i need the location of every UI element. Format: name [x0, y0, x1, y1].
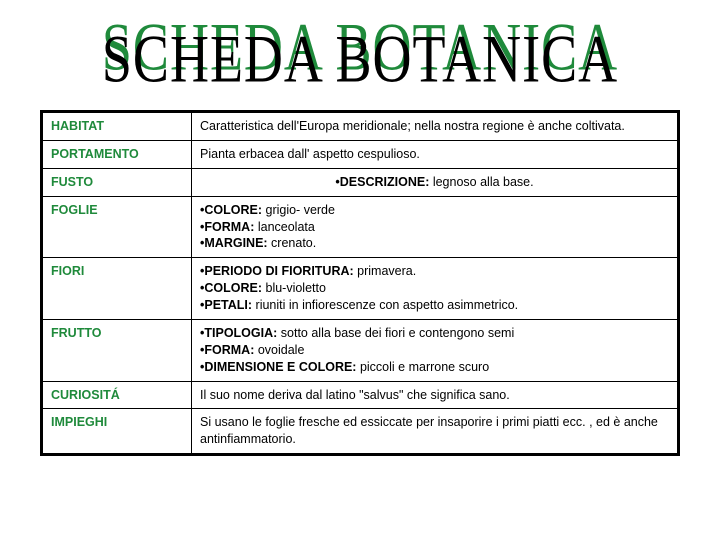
value-foglie: •COLORE: grigio- verde •FORMA: lanceolat… [192, 196, 679, 258]
foglie-colore-key: •COLORE: [200, 203, 262, 217]
row-foglie: FOGLIE •COLORE: grigio- verde •FORMA: la… [42, 196, 679, 258]
fusto-descrizione-val: legnoso alla base. [429, 175, 533, 189]
frutto-forma-val: ovoidale [254, 343, 304, 357]
label-frutto: FRUTTO [42, 319, 192, 381]
botanical-table: HABITAT Caratteristica dell'Europa merid… [40, 110, 680, 456]
label-habitat: HABITAT [42, 112, 192, 141]
value-curiosita: Il suo nome deriva dal latino "salvus" c… [192, 381, 679, 409]
value-fusto: •DESCRIZIONE: legnoso alla base. [192, 168, 679, 196]
row-frutto: FRUTTO •TIPOLOGIA: sotto alla base dei f… [42, 319, 679, 381]
page-title: SCHEDA BOTANICA [102, 20, 618, 98]
fusto-descrizione-key: •DESCRIZIONE: [335, 175, 429, 189]
row-curiosita: CURIOSITÁ Il suo nome deriva dal latino … [42, 381, 679, 409]
label-portamento: PORTAMENTO [42, 140, 192, 168]
foglie-margine-val: crenato. [268, 236, 317, 250]
botanical-table-wrap: HABITAT Caratteristica dell'Europa merid… [0, 110, 720, 466]
frutto-forma-key: •FORMA: [200, 343, 254, 357]
frutto-tipologia-val: sotto alla base dei fiori e contengono s… [277, 326, 514, 340]
label-fusto: FUSTO [42, 168, 192, 196]
fiori-periodo-val: primavera. [354, 264, 417, 278]
label-foglie: FOGLIE [42, 196, 192, 258]
value-portamento: Pianta erbacea dall' aspetto cespulioso. [192, 140, 679, 168]
value-frutto: •TIPOLOGIA: sotto alla base dei fiori e … [192, 319, 679, 381]
row-habitat: HABITAT Caratteristica dell'Europa merid… [42, 112, 679, 141]
foglie-forma-val: lanceolata [254, 220, 314, 234]
value-habitat: Caratteristica dell'Europa meridionale; … [192, 112, 679, 141]
row-fiori: FIORI •PERIODO DI FIORITURA: primavera. … [42, 258, 679, 320]
frutto-dimensione-key: •DIMENSIONE E COLORE: [200, 360, 356, 374]
fiori-periodo-key: •PERIODO DI FIORITURA: [200, 264, 354, 278]
label-impieghi: IMPIEGHI [42, 409, 192, 455]
fiori-colore-key: •COLORE: [200, 281, 262, 295]
fiori-colore-val: blu-violetto [262, 281, 326, 295]
foglie-colore-val: grigio- verde [262, 203, 335, 217]
fiori-petali-val: riuniti in infiorescenze con aspetto asi… [252, 298, 518, 312]
label-fiori: FIORI [42, 258, 192, 320]
fiori-petali-key: •PETALI: [200, 298, 252, 312]
page-title-block: SCHEDA BOTANICA SCHEDA BOTANICA [0, 0, 720, 110]
value-fiori: •PERIODO DI FIORITURA: primavera. •COLOR… [192, 258, 679, 320]
foglie-margine-key: •MARGINE: [200, 236, 268, 250]
row-portamento: PORTAMENTO Pianta erbacea dall' aspetto … [42, 140, 679, 168]
frutto-tipologia-key: •TIPOLOGIA: [200, 326, 277, 340]
label-curiosita: CURIOSITÁ [42, 381, 192, 409]
row-fusto: FUSTO •DESCRIZIONE: legnoso alla base. [42, 168, 679, 196]
row-impieghi: IMPIEGHI Si usano le foglie fresche ed e… [42, 409, 679, 455]
foglie-forma-key: •FORMA: [200, 220, 254, 234]
frutto-dimensione-val: piccoli e marrone scuro [356, 360, 489, 374]
value-impieghi: Si usano le foglie fresche ed essiccate … [192, 409, 679, 455]
